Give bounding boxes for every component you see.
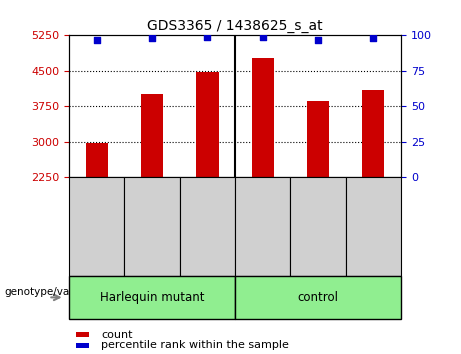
Point: [259, 34, 266, 40]
Text: count: count: [101, 330, 133, 339]
Point: [204, 34, 211, 40]
Text: control: control: [298, 291, 338, 304]
Text: Harlequin mutant: Harlequin mutant: [100, 291, 204, 304]
Point: [314, 37, 322, 42]
Bar: [252, 58, 274, 177]
Point: [370, 35, 377, 41]
Bar: [307, 101, 329, 177]
Bar: [141, 95, 163, 177]
Point: [93, 37, 100, 42]
Bar: [196, 72, 219, 177]
Bar: [362, 90, 384, 177]
Title: GDS3365 / 1438625_s_at: GDS3365 / 1438625_s_at: [148, 19, 323, 33]
Text: percentile rank within the sample: percentile rank within the sample: [101, 340, 290, 350]
Text: genotype/variation: genotype/variation: [5, 287, 104, 297]
Point: [148, 35, 156, 41]
Bar: [86, 143, 108, 177]
